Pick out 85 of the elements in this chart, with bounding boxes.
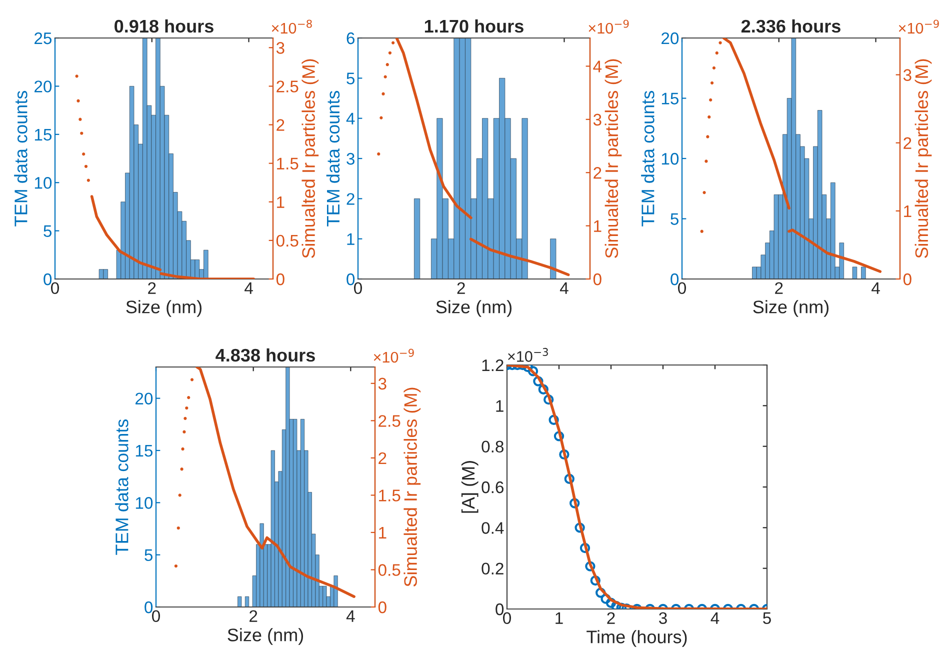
y-tick-label: 5 bbox=[144, 549, 153, 562]
y2-axis-title: Simualted Ir particles (M) bbox=[404, 388, 421, 587]
y-tick-label: 0.4 bbox=[482, 522, 504, 534]
y2-tick-label: 2.5 bbox=[378, 415, 400, 427]
chart-title: 4.838 hours bbox=[216, 348, 315, 362]
y-tick-label: 15 bbox=[34, 128, 52, 141]
chart-title: 1.170 hours bbox=[424, 19, 524, 33]
y-tick-label: 5 bbox=[346, 72, 355, 84]
y-tick-label: 3 bbox=[346, 152, 354, 165]
y2-tick-label: 2 bbox=[276, 119, 284, 131]
y2-tick-label: 4 bbox=[593, 60, 602, 72]
y-tick-label: 20 bbox=[34, 80, 52, 92]
y-axis-title: [A] (M) bbox=[461, 461, 478, 513]
x-tick-label: 4 bbox=[710, 612, 720, 624]
y-tick-label: 0.2 bbox=[482, 562, 504, 575]
y2-tick-label: 0 bbox=[903, 273, 912, 286]
y-tick-label: 4 bbox=[346, 112, 355, 124]
x-tick-label: 2 bbox=[607, 612, 615, 624]
x-axis-title: Size (nm) bbox=[436, 300, 512, 317]
y-tick-label: 6 bbox=[346, 32, 354, 44]
y-tick-label: 5 bbox=[44, 225, 52, 238]
y-axis-title: TEM data counts bbox=[115, 419, 128, 555]
chart-title: 2.336 hours bbox=[741, 19, 840, 33]
text: ×10$^{−9}$ bbox=[898, 20, 939, 34]
x-axis-title: Time (hours) bbox=[586, 630, 687, 647]
y-tick-label: 0 bbox=[670, 273, 679, 286]
x-axis-title: Size (nm) bbox=[228, 628, 304, 645]
text: ×10$^{−9}$ bbox=[374, 348, 414, 363]
y-tick-label: 10 bbox=[662, 152, 679, 165]
y-tick-label: 20 bbox=[662, 32, 679, 44]
y-tick-label: 2 bbox=[346, 193, 354, 205]
x-tick-label: 1 bbox=[556, 612, 563, 624]
y-tick-label: 10 bbox=[34, 177, 52, 189]
text: ×10$^{−3}$ bbox=[508, 348, 548, 362]
y-tick-label: 0.8 bbox=[482, 440, 504, 453]
y-tick-label: 0 bbox=[44, 273, 52, 286]
y2-tick-label: 3 bbox=[903, 69, 912, 81]
y2-tick-label: 0 bbox=[593, 273, 602, 286]
y2-tick-label: 1 bbox=[277, 196, 284, 208]
y2-tick-label: 1.5 bbox=[379, 490, 400, 502]
x-tick-label: 2 bbox=[250, 610, 258, 622]
y-tick-label: 1.2 bbox=[482, 359, 504, 372]
y2-tick-label: 3 bbox=[593, 114, 602, 126]
y2-axis-title: Simualted Ir particles (M) bbox=[302, 59, 319, 258]
y2-tick-label: 3 bbox=[378, 378, 386, 390]
y-tick-label: 20 bbox=[136, 392, 153, 405]
text: ×10$^{−8}$ bbox=[272, 20, 312, 34]
y-axis-title: TEM data counts bbox=[641, 90, 654, 226]
y2-tick-label: 0 bbox=[276, 273, 284, 286]
x-axis-title: Size (nm) bbox=[753, 300, 829, 317]
y2-tick-label: 2 bbox=[904, 137, 912, 149]
y2-tick-label: 0.5 bbox=[378, 564, 400, 576]
y2-tick-label: 1 bbox=[594, 220, 602, 232]
y-axis-title: TEM data counts bbox=[326, 90, 340, 226]
x-tick-label: 2 bbox=[457, 282, 465, 294]
chart-title: 0.918 hours bbox=[114, 19, 214, 33]
y2-axis-title: Simualted Ir particles (M) bbox=[914, 59, 932, 258]
x-axis-title: Size (nm) bbox=[126, 300, 202, 317]
x-tick-label: 2 bbox=[775, 282, 783, 294]
y2-tick-label: 0 bbox=[378, 601, 386, 614]
y-tick-label: 15 bbox=[662, 92, 679, 104]
y-axis-title: TEM data counts bbox=[14, 90, 28, 226]
y2-tick-label: 1 bbox=[904, 205, 912, 217]
y2-tick-label: 0.5 bbox=[276, 234, 298, 247]
y-tick-label: 0 bbox=[346, 273, 355, 286]
y-tick-label: 1 bbox=[347, 233, 354, 245]
y-tick-label: 0.6 bbox=[482, 481, 504, 494]
y2-tick-label: 2 bbox=[594, 167, 602, 179]
x-tick-label: 4 bbox=[244, 282, 253, 294]
y-tick-label: 10 bbox=[136, 497, 153, 509]
x-tick-label: 5 bbox=[763, 612, 771, 624]
y-tick-label: 15 bbox=[136, 445, 153, 457]
x-tick-label: 4 bbox=[560, 282, 568, 294]
y2-tick-label: 1 bbox=[379, 527, 386, 539]
y-tick-label: 1 bbox=[496, 400, 504, 412]
y2-tick-label: 1.5 bbox=[277, 158, 298, 170]
y2-tick-label: 3 bbox=[276, 42, 284, 54]
y2-axis-title: Simualted Ir particles (M) bbox=[604, 59, 622, 258]
text: ×10$^{−9}$ bbox=[588, 20, 629, 34]
y-tick-label: 5 bbox=[670, 213, 679, 225]
x-tick-label: 4 bbox=[872, 282, 880, 294]
y2-tick-label: 2.5 bbox=[276, 80, 298, 92]
y-tick-label: 0 bbox=[144, 601, 153, 614]
y2-tick-label: 2 bbox=[378, 452, 386, 464]
y-tick-label: 25 bbox=[34, 32, 52, 44]
